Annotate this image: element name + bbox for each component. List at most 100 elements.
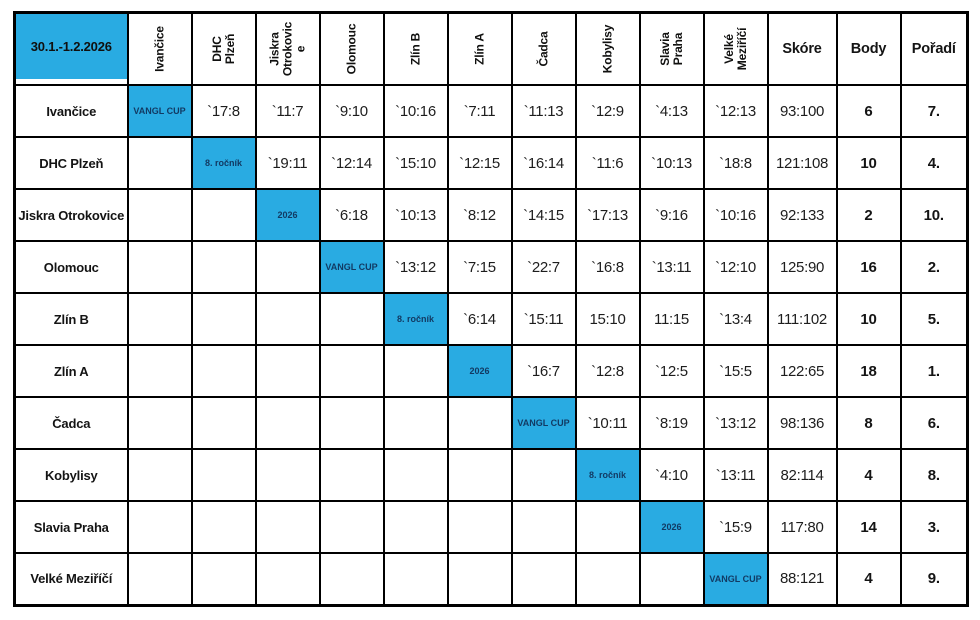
team-row-label: Čadca xyxy=(13,396,129,450)
match-score-cell: `12:9 xyxy=(574,84,641,138)
match-score-cell: `7:11 xyxy=(446,84,513,138)
match-score-cell: `10:16 xyxy=(382,84,449,138)
table-row: Zlín A 2026 `16:7 `12:8 `12:5 `15:5 122:65 18 1. xyxy=(13,344,969,398)
match-score-cell xyxy=(318,396,385,450)
tournament-edition-cell: 2026 xyxy=(638,500,705,554)
match-score-cell xyxy=(510,552,577,606)
match-score-cell xyxy=(190,396,257,450)
match-score-cell: `6:18 xyxy=(318,188,385,242)
tournament-edition-cell: 8. ročník xyxy=(574,448,641,502)
points-cell: 4 xyxy=(835,552,902,606)
match-score-cell xyxy=(318,552,385,606)
match-score-cell: `15:9 xyxy=(702,500,769,554)
total-score-cell: 88:121 xyxy=(766,552,838,606)
match-score-cell: `12:10 xyxy=(702,240,769,294)
team-column-label: Zlín B xyxy=(408,32,423,66)
points-cell: 16 xyxy=(835,240,902,294)
tournament-edition-cell: 8. ročník xyxy=(190,136,257,190)
match-score-cell xyxy=(254,240,321,294)
match-score-cell xyxy=(510,448,577,502)
team-row-label: Ivančice xyxy=(13,84,129,138)
match-score-cell xyxy=(190,188,257,242)
total-score-cell: 111:102 xyxy=(766,292,838,346)
crosstable-wrapper: 30.1.-1.2.2026 Ivančice DHC Plzeň Jiskra O… xyxy=(13,11,969,607)
team-column-header: Zlín B xyxy=(382,11,449,86)
match-score-cell: `13:12 xyxy=(702,396,769,450)
tournament-edition-cell: 2026 xyxy=(446,344,513,398)
match-score-cell xyxy=(126,500,193,554)
match-score-cell: `16:7 xyxy=(510,344,577,398)
match-score-cell xyxy=(126,344,193,398)
team-column-header: DHC Plzeň xyxy=(190,11,257,86)
match-score-cell xyxy=(254,552,321,606)
rank-cell: 1. xyxy=(899,344,969,398)
match-score-cell xyxy=(382,396,449,450)
team-row-label: Kobylisy xyxy=(13,448,129,502)
match-score-cell xyxy=(126,188,193,242)
team-column-label: Čadca xyxy=(536,31,551,67)
team-column-label: Jiskra Otrokovice xyxy=(267,21,307,77)
match-score-cell xyxy=(318,448,385,502)
team-row-label: Slavia Praha xyxy=(13,500,129,554)
match-score-cell: `12:14 xyxy=(318,136,385,190)
match-score-cell: `19:11 xyxy=(254,136,321,190)
match-score-cell: `16:8 xyxy=(574,240,641,294)
match-score-cell: `13:11 xyxy=(638,240,705,294)
tournament-edition-cell: VANGL CUP xyxy=(126,84,193,138)
points-cell: 10 xyxy=(835,292,902,346)
total-score-cell: 92:133 xyxy=(766,188,838,242)
team-column-label: Zlín A xyxy=(472,33,487,65)
stat-column-header: Skóre xyxy=(766,11,838,86)
match-score-cell xyxy=(254,292,321,346)
points-cell: 14 xyxy=(835,500,902,554)
team-column-header: Čadca xyxy=(510,11,577,86)
match-score-cell: `7:15 xyxy=(446,240,513,294)
team-column-header: Jiskra Otrokovice xyxy=(254,11,321,86)
points-cell: 10 xyxy=(835,136,902,190)
match-score-cell xyxy=(190,500,257,554)
team-column-label: Velké Meziříčí xyxy=(721,27,749,71)
team-row-label: DHC Plzeň xyxy=(13,136,129,190)
match-score-cell: `17:8 xyxy=(190,84,257,138)
total-score-cell: 125:90 xyxy=(766,240,838,294)
team-row-label: Olomouc xyxy=(13,240,129,294)
team-column-label: Kobylisy xyxy=(600,24,615,74)
corner-cell: 30.1.-1.2.2026 xyxy=(13,11,129,86)
tournament-edition-cell: 2026 xyxy=(254,188,321,242)
points-cell: 2 xyxy=(835,188,902,242)
match-score-cell xyxy=(446,448,513,502)
table-row: Ivančice VANGL CUP `17:8 `11:7 `9:10 `10:16 `7… xyxy=(13,84,969,138)
tournament-edition-cell: VANGL CUP xyxy=(702,552,769,606)
match-score-cell xyxy=(190,344,257,398)
match-score-cell xyxy=(126,136,193,190)
match-score-cell: `9:10 xyxy=(318,84,385,138)
table-row: Čadca VANGL CUP `10:11 `8:19 `13:12 98:136 8 6. xyxy=(13,396,969,450)
points-cell: 4 xyxy=(835,448,902,502)
match-score-cell xyxy=(254,500,321,554)
match-score-cell: `6:14 xyxy=(446,292,513,346)
tournament-date: 30.1.-1.2.2026 xyxy=(16,14,126,79)
team-column-label: DHC Plzeň xyxy=(209,33,237,65)
rank-cell: 8. xyxy=(899,448,969,502)
match-score-cell xyxy=(382,500,449,554)
match-score-cell xyxy=(318,292,385,346)
match-score-cell: `11:6 xyxy=(574,136,641,190)
table-row: Slavia Praha 2026 `15:9 117:80 14 3. xyxy=(13,500,969,554)
team-column-header: Zlín A xyxy=(446,11,513,86)
header-row: 30.1.-1.2.2026 Ivančice DHC Plzeň Jiskra O… xyxy=(13,11,969,86)
match-score-cell: `13:11 xyxy=(702,448,769,502)
match-score-cell: `12:5 xyxy=(638,344,705,398)
team-row-label: Jiskra Otrokovice xyxy=(13,188,129,242)
table-row: Zlín B 8. ročník `6:14 `15:11 15:10 11:15 `13:… xyxy=(13,292,969,346)
match-score-cell: `10:16 xyxy=(702,188,769,242)
table-row: Velké Meziříčí VANGL CUP 88:121 4 9. xyxy=(13,552,969,606)
table-row: Olomouc VANGL CUP `13:12 `7:15 `22:7 `16:8 `13… xyxy=(13,240,969,294)
match-score-cell: 11:15 xyxy=(638,292,705,346)
rank-cell: 7. xyxy=(899,84,969,138)
points-cell: 8 xyxy=(835,396,902,450)
match-score-cell: `11:13 xyxy=(510,84,577,138)
match-score-cell: `10:13 xyxy=(382,188,449,242)
match-score-cell xyxy=(446,500,513,554)
points-cell: 18 xyxy=(835,344,902,398)
match-score-cell xyxy=(190,552,257,606)
